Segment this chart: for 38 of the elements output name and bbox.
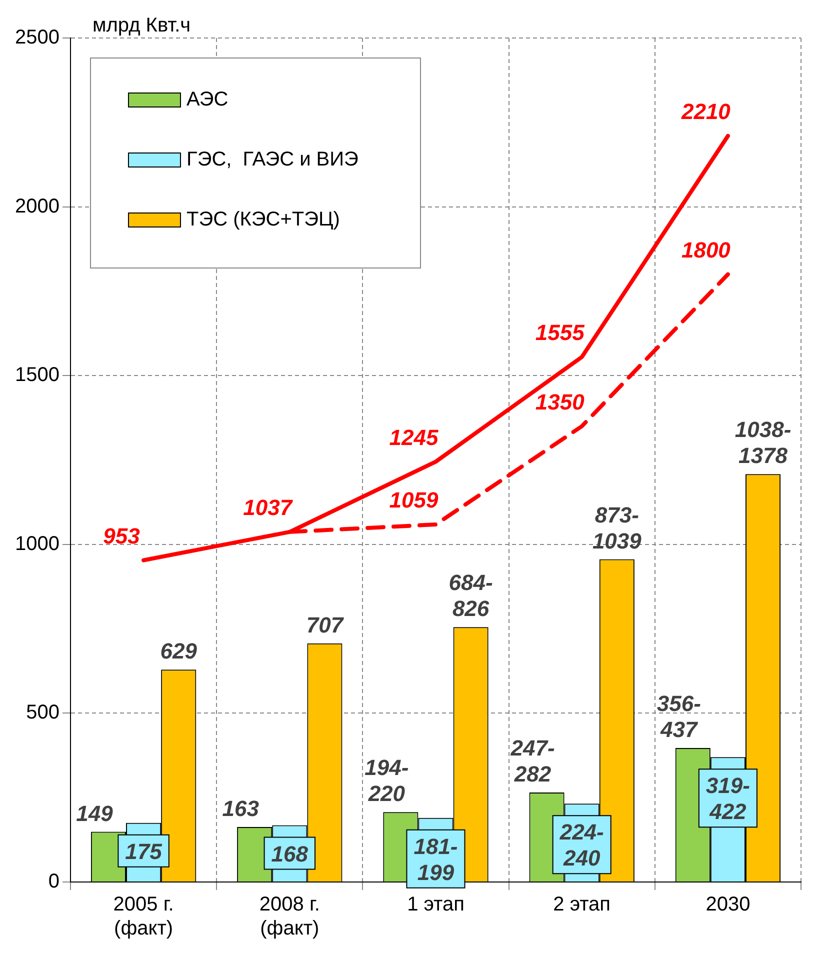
y-tick-label: 500: [26, 702, 60, 724]
data-label: 247-282: [510, 736, 555, 787]
data-label: 1038-1378: [734, 417, 792, 468]
y-tick-label: 2000: [14, 195, 60, 218]
data-label: 175: [125, 838, 163, 864]
legend-label: ГЭС, ГАЭС и ВИЭ: [186, 148, 358, 171]
data-label: 2210: [680, 98, 732, 124]
data-label: 953: [103, 523, 140, 548]
y-tick-label: 1000: [14, 532, 60, 555]
data-label: 356-437: [656, 691, 701, 742]
data-label: 163: [222, 796, 259, 822]
x-tick-label: 2 этап: [553, 894, 611, 916]
data-label: 1350: [535, 389, 586, 414]
data-label: 1059: [389, 488, 439, 513]
data-label: 684-826: [448, 570, 493, 622]
x-tick-label: 2005 г. (факт): [113, 894, 174, 940]
data-label: 873-1039: [592, 502, 642, 554]
data-label: 168: [271, 841, 309, 866]
x-tick-label: 1 этап: [407, 894, 464, 916]
legend-label: АЭС: [186, 88, 228, 111]
data-label: 181-199: [414, 834, 458, 885]
data-label: 707: [306, 612, 345, 638]
x-tick-label: 2030: [706, 894, 750, 916]
data-label: 1555: [535, 320, 586, 346]
y-tick-label: 1500: [14, 364, 60, 386]
data-label: 1800: [681, 237, 732, 262]
data-label: 224-240: [558, 820, 604, 871]
data-label: 1245: [389, 424, 439, 450]
legend-label: ТЭС (КЭС+ТЭЦ): [186, 208, 340, 231]
data-label: 319-422: [706, 773, 750, 824]
y-axis-title: млрд Квт.ч: [92, 14, 191, 37]
data-label: 629: [160, 638, 198, 664]
data-label: 1037: [243, 494, 294, 520]
y-tick-label: 0: [48, 870, 60, 893]
x-tick-label: 2008 г. (факт): [259, 894, 320, 940]
y-tick-label: 2500: [14, 26, 60, 49]
data-label: 194-220: [364, 755, 409, 806]
data-label: 149: [76, 800, 114, 826]
